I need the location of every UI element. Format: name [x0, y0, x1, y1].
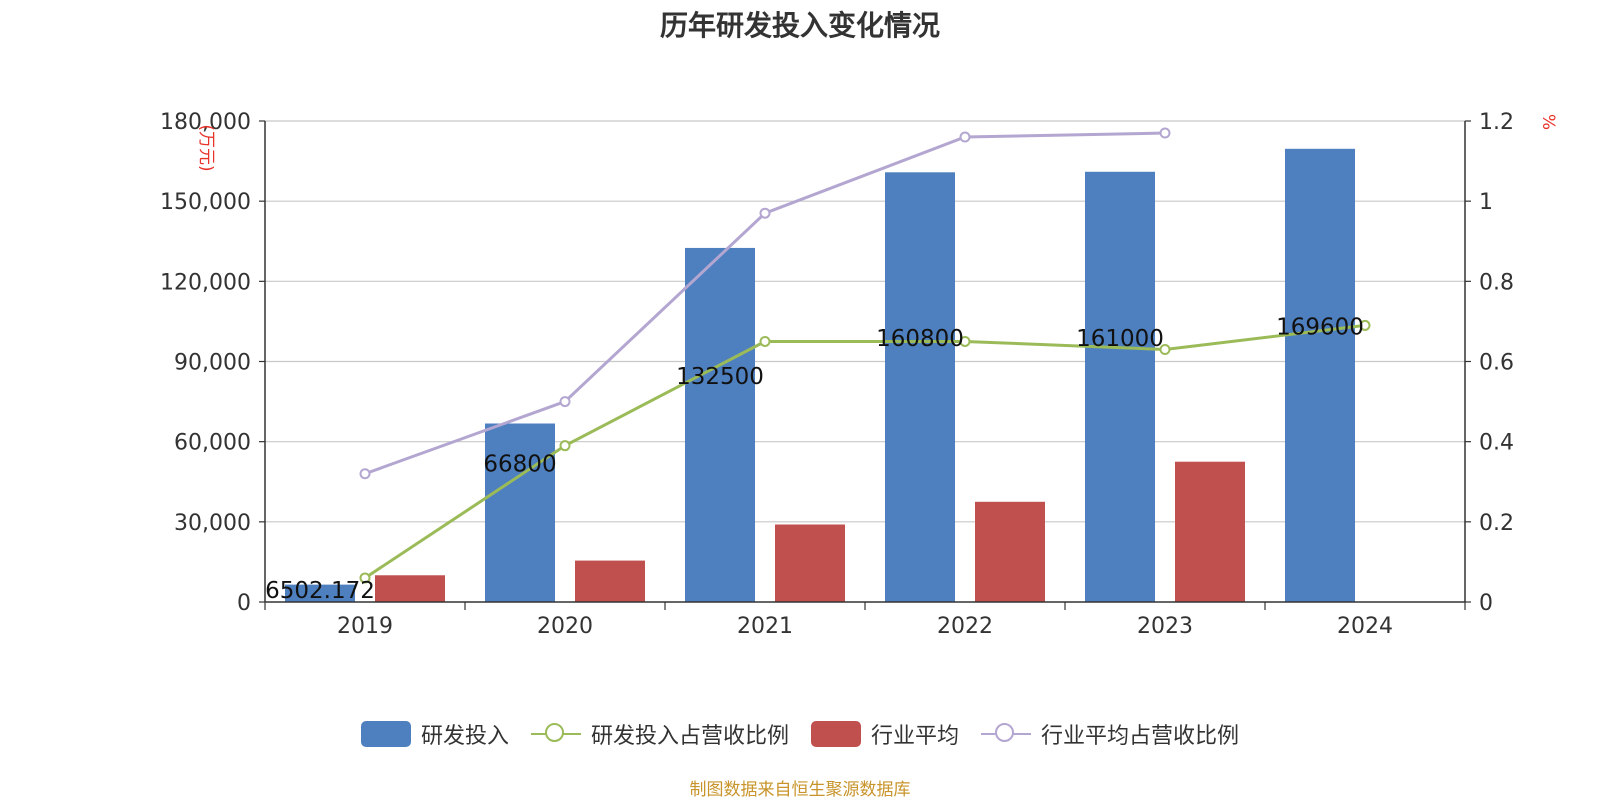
bars: [285, 148, 1355, 603]
line-point: [559, 396, 571, 408]
x-tick-label: 2023: [1137, 614, 1193, 639]
line-point: [359, 572, 371, 584]
line-point: [959, 131, 971, 143]
bar: [975, 501, 1045, 602]
y-left-tick-label: 180,000: [160, 110, 251, 135]
bar-data-label: 160800: [876, 326, 964, 352]
x-tick-label: 2024: [1337, 614, 1393, 639]
legend-item-industry-avg[interactable]: 行业平均: [811, 718, 959, 750]
series-line: [364, 323, 1366, 580]
y-right-unit-label: %: [1538, 114, 1558, 130]
legend-label-industry-avg: 行业平均: [871, 724, 960, 749]
y-left-tick-label: 30,000: [174, 511, 251, 536]
line-point: [759, 335, 771, 347]
bar: [685, 247, 755, 603]
legend-item-rd-ratio[interactable]: 研发投入占营收比例: [530, 718, 789, 750]
x-tick-label: 2020: [537, 614, 593, 639]
line-point: [359, 468, 371, 480]
legend-label-industry-ratio: 行业平均占营收比例: [1041, 724, 1240, 749]
y-right-tick-label: 1: [1479, 190, 1493, 215]
legend-label-rd-ratio: 研发投入占营收比例: [590, 724, 789, 749]
bar: [1285, 148, 1355, 602]
bar: [775, 524, 845, 602]
line-point: [1159, 343, 1171, 355]
line-point: [559, 440, 571, 452]
x-tick-label: 2022: [937, 614, 993, 639]
y-right-tick-label: 0.6: [1479, 351, 1514, 376]
x-tick-label: 2021: [737, 614, 793, 639]
bar-data-label: 169600: [1276, 314, 1364, 340]
bar: [1175, 461, 1245, 602]
bar-data-label: 6502.172: [265, 578, 375, 604]
bar: [575, 560, 645, 602]
grid-lines: [265, 120, 1465, 523]
y-left-unit-label: (万元): [196, 124, 216, 171]
legend-swatch-industry-avg: [811, 721, 861, 747]
x-tick-label: 2019: [337, 614, 393, 639]
lines: [359, 127, 1371, 584]
legend-swatch-rd-ratio: [530, 721, 581, 747]
bar: [485, 423, 555, 602]
y-right-tick-label: 1.2: [1479, 110, 1514, 135]
y-right-tick-label: 0.8: [1479, 270, 1514, 295]
line-point: [1359, 319, 1371, 331]
legend-item-industry-ratio[interactable]: 行业平均占营收比例: [981, 718, 1239, 750]
legend-item-rd-investment[interactable]: 研发投入: [360, 718, 509, 750]
bar: [1085, 171, 1155, 602]
line-point: [759, 207, 771, 219]
y-left-tick-label: 90,000: [174, 351, 251, 376]
legend-swatch-rd-investment: [360, 721, 411, 747]
source-note: 制图数据来自恒生聚源数据库: [689, 780, 911, 800]
legend: 研发投入 研发投入占营收比例 行业平均 行业平均占营收比例: [0, 718, 1600, 750]
bar: [375, 575, 445, 602]
bar-data-label: 66800: [483, 452, 556, 478]
bar-data-label: 161000: [1076, 326, 1164, 352]
series-line: [364, 131, 1166, 476]
legend-label-rd-investment: 研发投入: [420, 724, 509, 749]
y-left-tick-label: 150,000: [160, 190, 251, 215]
line-point: [959, 335, 971, 347]
legend-swatch-industry-ratio: [981, 721, 1032, 747]
bar: [285, 584, 355, 602]
y-left-tick-label: 120,000: [160, 270, 251, 295]
y-right-tick-label: 0: [1479, 591, 1493, 616]
y-left-tick-label: 60,000: [174, 431, 251, 456]
y-right-tick-label: 0.2: [1479, 511, 1514, 536]
y-right-tick-label: 0.4: [1479, 431, 1514, 456]
axes: 0 30,000 60,000 90,000 120,000 150,000 180,000…: [160, 110, 1558, 639]
line-point: [1159, 127, 1171, 139]
chart-title: 历年研发投入变化情况: [659, 9, 940, 42]
y-left-tick-label: 0: [237, 591, 251, 616]
data-labels: 6502.172 66800 132500 160800 161000 169600: [265, 314, 1364, 604]
bar-data-label: 132500: [676, 364, 764, 390]
bar: [885, 172, 955, 602]
